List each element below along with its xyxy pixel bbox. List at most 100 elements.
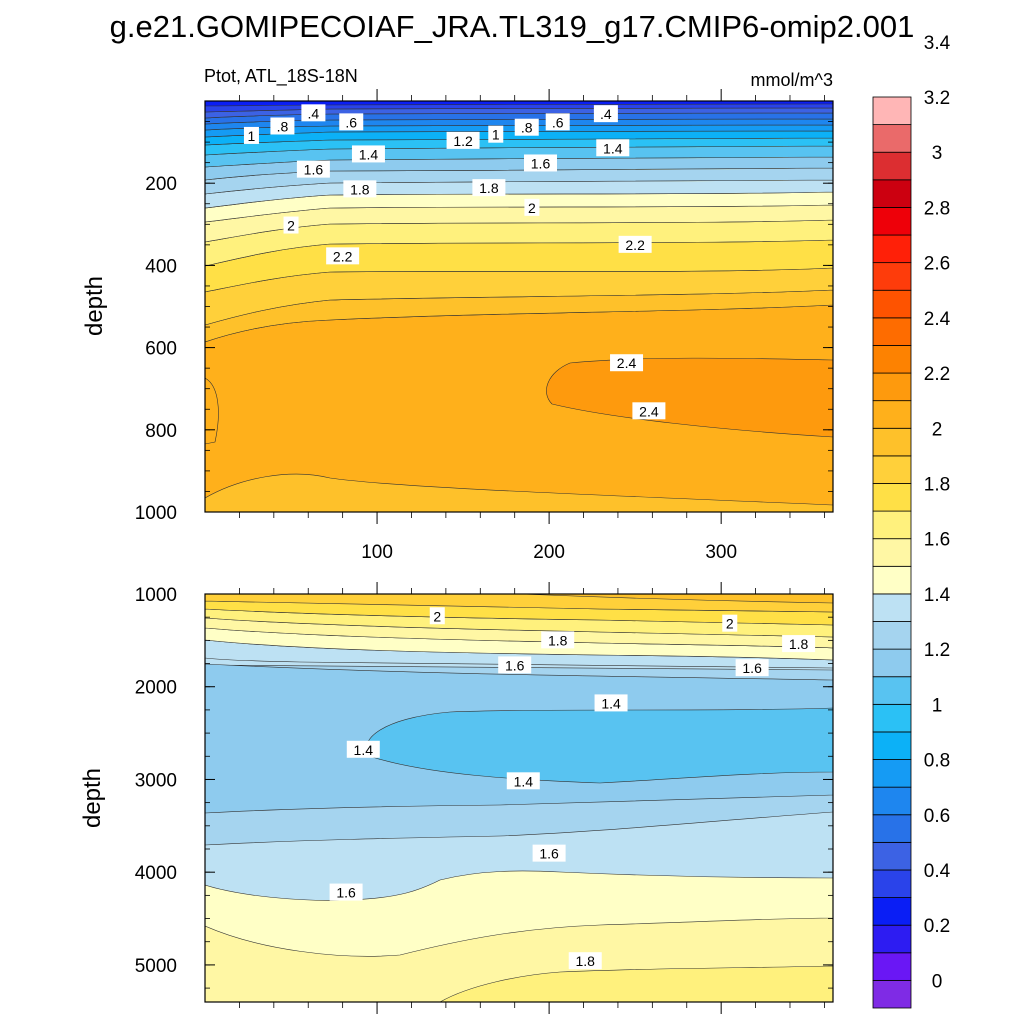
colorbar-swatch [872,979,912,1009]
colorbar-swatch [872,952,912,981]
colorbar-swatch [872,897,912,926]
upper-left-label: Ptot, ATL_18S-18N [204,66,358,87]
lower-plot-area [205,594,833,1002]
colorbar-swatch [872,400,912,429]
colorbar-swatch [872,96,912,126]
contour-label-text: 1.8 [576,953,596,969]
upper-contour-label: 2.4 [610,354,644,372]
colorbar-swatch [872,676,912,705]
colorbar-label: 2 [932,419,943,440]
colorbar-swatch [872,593,912,622]
colorbar-label: 2.4 [924,309,951,330]
contour-label-box [446,131,480,149]
upper-contour-label: 2.2 [618,235,652,253]
colorbar-label: 0.2 [924,916,950,937]
upper-x-tick-label: 100 [361,542,393,563]
contour-label-text: 2 [528,200,536,216]
contour-label-text: 1.6 [531,155,551,171]
contour-label-text: 1.4 [359,146,379,162]
contour-label-text: .8 [521,120,533,136]
lower-plot-frame [204,593,834,1003]
lower-region-deep-1p8 [439,965,833,1002]
contour-label-text: 1.6 [336,885,356,901]
contour-label-text: 1.8 [548,632,568,648]
lower-contour-label: 2 [722,614,738,632]
upper-contour-label: 1.8 [472,179,506,197]
lower-ylabel: depth [79,768,106,828]
contour-label-box [524,154,558,172]
colorbar-label: 1.2 [924,640,950,661]
contour-label-box [610,354,644,372]
contour-label-text: 1.6 [304,162,324,178]
colorbar-swatch [872,869,912,898]
colorbar-swatch [872,703,912,733]
contour-label-text: 1.6 [539,846,559,862]
colorbar-swatch [872,124,912,153]
colorbar-swatch [872,565,912,595]
upper-contour-label: .4 [593,105,618,123]
lower-y-tick-label: 1000 [135,585,177,606]
contour-label-box [429,607,445,625]
upper-y-tick-label: 1000 [135,503,177,524]
upper-contour-labels: .4.6.811.41.61.822.21.2 1.8.6.41.41.61.82… [243,104,666,420]
colorbar-swatch [872,151,912,181]
lower-y-tick-label: 3000 [135,770,177,791]
upper-contour-label: .8 [270,117,295,135]
colorbar-label: 0.8 [924,751,950,772]
contour-label-text: 2.2 [625,237,645,253]
colorbar-label: 3.2 [924,88,950,109]
upper-y-tick-label: 400 [145,256,177,277]
lower-contour-label: 2 [429,607,445,625]
colorbar-swatch [872,179,912,208]
contour-label-box [283,216,299,234]
upper-axes: 200 400 600 800 1000 100 200 300 [135,89,833,563]
colorbar-label: 3 [932,143,943,164]
contour-label-box [618,235,652,253]
contour-label-box [472,179,506,197]
colorbar-swatch [872,538,912,567]
upper-contour-label: 1 [243,126,259,144]
upper-x-tick-label: 300 [705,542,737,563]
lower-contour-label: 1.4 [506,772,540,790]
colorbar-swatch [872,510,912,540]
upper-contour-label: 1.8 [343,180,377,198]
colorbar-swatch [872,924,912,954]
colorbar-swatch [872,731,912,760]
contour-label-text: 1.4 [514,773,534,789]
lower-y-tick-label: 5000 [135,956,177,977]
colorbar-swatch [872,455,912,484]
upper-contour-label: .4 [301,104,326,122]
upper-contour-label: .6 [339,113,364,131]
lower-contour-label: 1.6 [498,656,532,674]
contour-label-box [351,145,385,163]
contour-label-box [326,247,360,265]
upper-contour-label: .8 [514,118,539,136]
contour-label-text: .4 [600,106,612,122]
chart-title: g.e21.GOMIPECOIAF_JRA.TL319_g17.CMIP6-om… [110,9,915,44]
lower-contour-labels: 2 2 1.8 1.8 1.6 1.6 1.4 1.4 1.4 1.6 1.6 1.8 [329,607,816,970]
upper-y-tick-label: 600 [145,339,177,360]
lower-contour-label: 1.4 [346,740,380,758]
contour-label-text: 1.2 [453,133,473,149]
colorbar-label: 0.6 [924,806,950,827]
upper-contour-label: 1.2 [446,131,480,149]
colorbar-swatch [872,289,912,319]
contour-label-text: 1.8 [789,636,809,652]
colorbar-label: 0 [932,971,943,992]
contour-label-box [524,198,540,216]
contour-label-text: .6 [345,114,357,130]
contour-label-text: 1.6 [742,660,762,676]
upper-region-left-2p4 [205,377,219,445]
contour-label-box [735,659,769,677]
lower-contour-label: 1.6 [329,883,363,901]
lower-y-tick-label: 2000 [135,678,177,699]
contour-label-text: 1 [248,128,256,144]
upper-plot-area [205,101,833,512]
colorbar-swatch [872,262,912,291]
lower-axes: 1000 2000 3000 4000 5000 [135,582,833,1014]
contour-label-box [329,883,363,901]
colorbar-swatch [872,759,912,788]
contour-label-text: 1.4 [601,695,621,711]
colorbar-swatch [872,427,912,457]
